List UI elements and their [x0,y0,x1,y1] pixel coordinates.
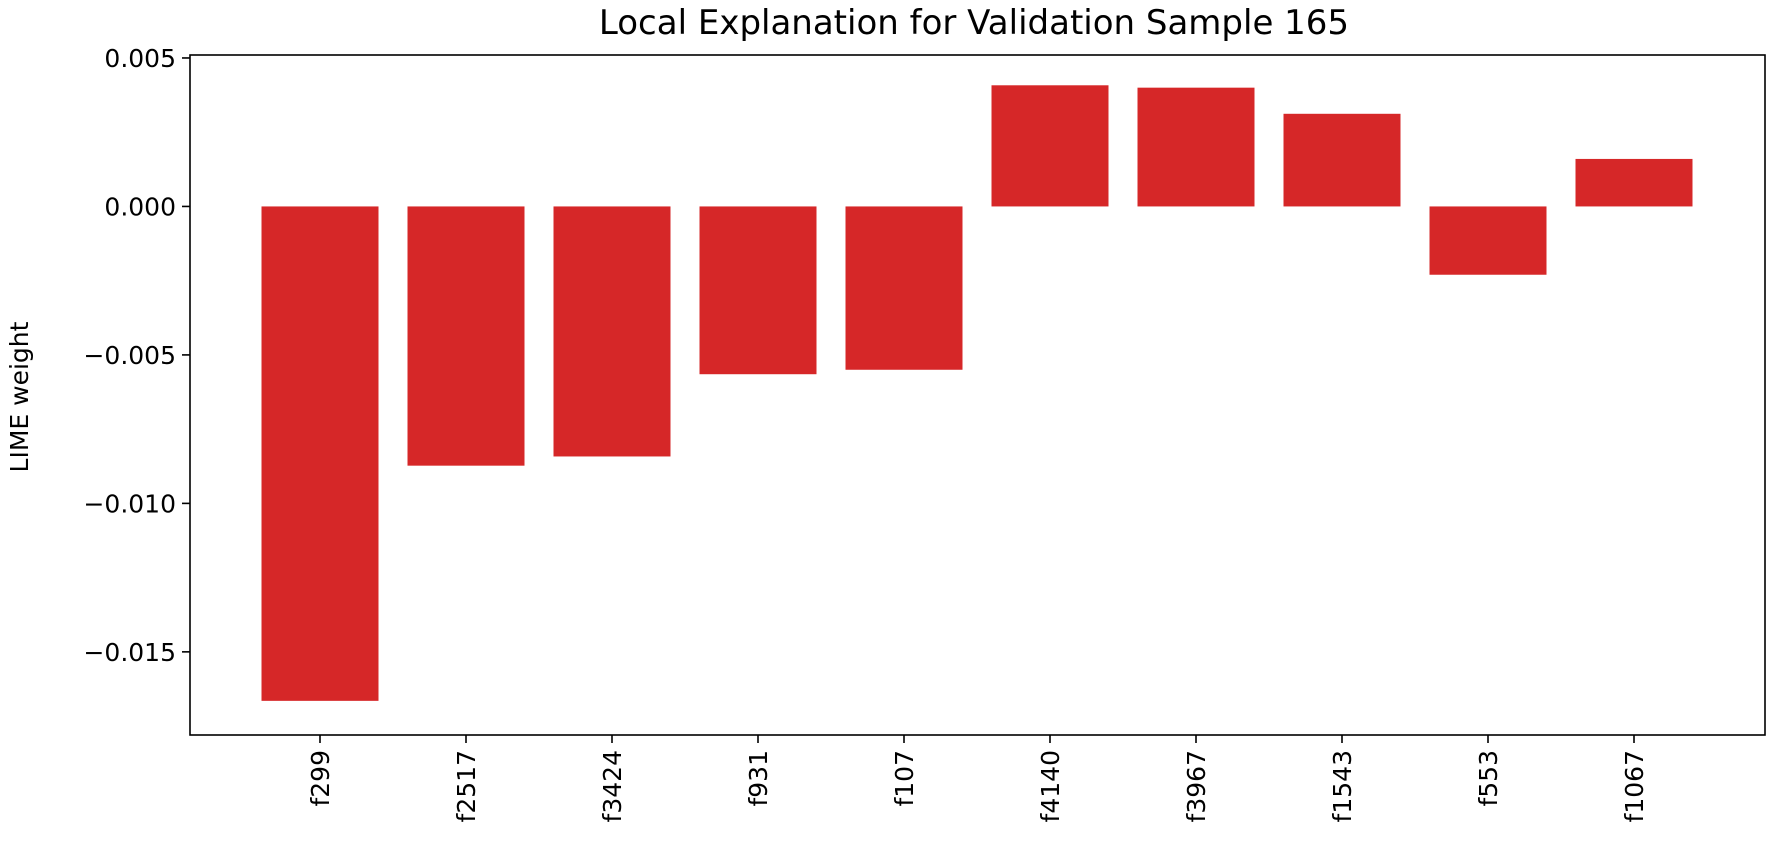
y-tick-label: 0.000 [104,192,176,221]
y-ticks-group: 0.005 0.000 −0.005 −0.010 −0.015 [83,44,190,667]
x-tick-label: f931 [744,750,773,807]
x-tick-label: f4140 [1036,750,1065,822]
x-tick-label: f3424 [598,750,627,822]
bar-f3424 [553,206,671,457]
y-tick-label: −0.010 [83,489,176,518]
x-tick-label: f1543 [1328,750,1357,822]
x-ticks-group: f299 f2517 f3424 f931 f107 f4140 f3967 f1543 f55… [306,735,1649,822]
bar-f2517 [407,206,525,466]
bar-f553 [1429,206,1547,275]
bars-group [261,85,1693,701]
bar-f1067 [1575,158,1693,207]
bar-f3967 [1137,87,1255,207]
x-tick-label: f107 [890,750,919,807]
plot-frame [189,54,1766,736]
x-tick-label: f1067 [1620,750,1649,822]
bar-f107 [845,206,963,370]
bar-f299 [261,206,379,701]
x-tick-label: f553 [1474,750,1503,807]
bar-f1543 [1283,113,1401,207]
x-tick-label: f2517 [452,750,481,822]
bar-f931 [699,206,817,375]
y-tick-label: 0.005 [104,44,176,73]
x-tick-label: f299 [306,750,335,807]
x-tick-label: f3967 [1182,750,1211,822]
chart-title: Local Explanation for Validation Sample … [599,3,1349,43]
y-tick-label: −0.005 [83,341,176,370]
y-tick-label: −0.015 [83,638,176,667]
y-axis-label: LIME weight [5,321,34,472]
bar-f4140 [991,85,1109,207]
